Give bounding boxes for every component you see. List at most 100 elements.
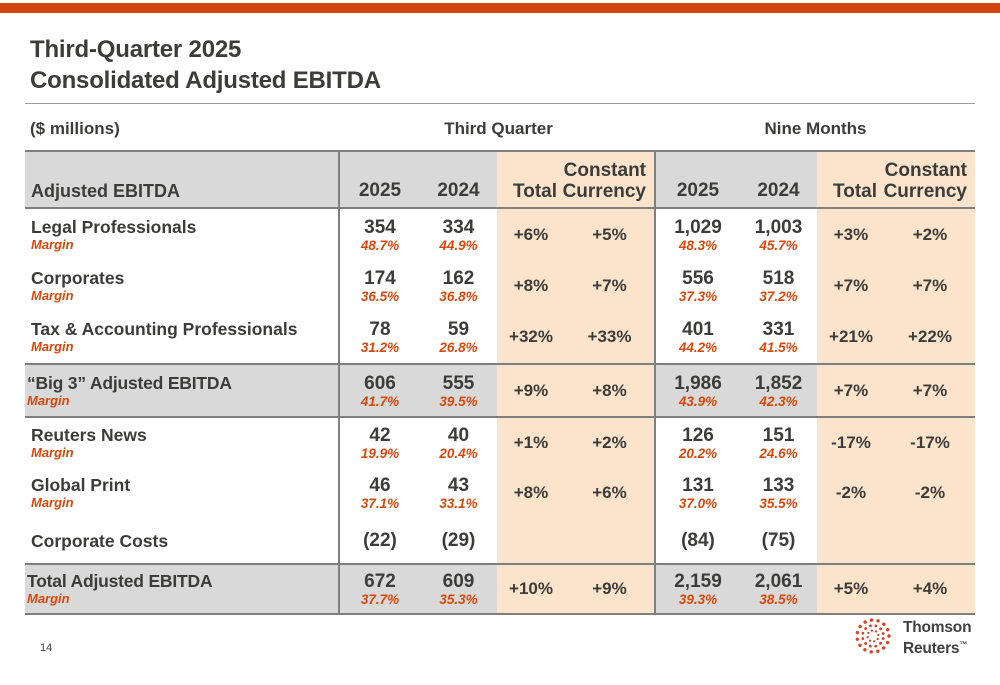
margin-label: Margin <box>31 495 74 510</box>
change-cell: +8% <box>565 365 656 416</box>
change-cell: +4% <box>885 565 975 613</box>
row-label: Reuters News <box>31 425 147 445</box>
group-header-third-quarter: Third Quarter <box>444 119 553 138</box>
header-constant-line2: Currency <box>883 181 967 202</box>
change-cell: +3% <box>817 209 885 260</box>
page-title-line1: Third-Quarter 2025 <box>30 36 242 63</box>
margin-value: 48.7% <box>360 237 400 253</box>
value-cell: 1,029 48.3% <box>674 216 722 253</box>
change-cell: +8% <box>497 468 565 518</box>
change-cell: +7% <box>817 260 885 311</box>
table-row-global-print: Global Print Margin 46 37.1% 43 33.1% +8% … <box>25 468 975 518</box>
value-cell: 40 20.4% <box>439 425 478 461</box>
margin-value: 31.2% <box>360 340 400 355</box>
page-title: Third-Quarter 2025 Consolidated Adjusted… <box>30 34 381 96</box>
value-cell: 42 19.9% <box>360 425 400 461</box>
value-cell: 46 37.1% <box>360 475 400 511</box>
table-row-legal-professionals: Legal Professionals Margin 354 48.7% 334 4… <box>25 209 975 260</box>
change-cell: +7% <box>565 260 656 311</box>
table-row-big3-adjusted-ebitda: “Big 3” Adjusted EBITDA Margin 606 41.7% … <box>25 363 975 418</box>
value-cell: (84) <box>681 530 715 551</box>
value-cell: 78 31.2% <box>360 319 400 355</box>
change-cell: +5% <box>565 209 656 260</box>
header-q3-constant-currency: Constant Currency <box>562 152 656 207</box>
margin-value: 41.5% <box>759 340 798 355</box>
value-cell: 2,159 39.3% <box>656 565 740 613</box>
header-q3-2024: 2024 <box>420 152 497 207</box>
value-cell: 331 41.5% <box>759 319 798 355</box>
margin-value: 37.3% <box>678 288 718 304</box>
margin-label: Margin <box>27 591 70 606</box>
change-cell: +10% <box>497 565 565 613</box>
value-cell: 555 39.5% <box>420 365 497 416</box>
group-header-nine-months: Nine Months <box>764 119 867 138</box>
row-label: Tax & Accounting Professionals <box>31 319 298 339</box>
change-cell: +7% <box>885 260 975 311</box>
header-constant-line2: Currency <box>562 181 646 202</box>
header-nm-2025: 2025 <box>656 152 740 207</box>
logo-wordmark: Thomson Reuters™ <box>903 619 972 658</box>
value-cell: 1,003 45.7% <box>754 216 803 253</box>
margin-value: 26.8% <box>439 340 478 355</box>
thomson-reuters-logo: Thomson Reuters™ <box>851 614 972 663</box>
margin-value: 38.5% <box>759 592 798 607</box>
header-constant-line1: Constant <box>563 160 646 181</box>
page-title-line2: Consolidated Adjusted EBITDA <box>30 67 381 94</box>
margin-value: 35.3% <box>439 592 478 607</box>
header-q3-2025: 2025 <box>340 152 420 207</box>
value-cell: 126 20.2% <box>678 425 718 461</box>
margin-value: 41.7% <box>360 393 400 409</box>
header-nm-2024: 2024 <box>740 152 817 207</box>
value-cell: 401 44.2% <box>678 319 718 355</box>
value-cell: 1,852 42.3% <box>740 365 817 416</box>
margin-value: 39.5% <box>439 393 478 409</box>
value-cell: (75) <box>761 530 796 551</box>
value-cell: 354 48.7% <box>360 216 400 253</box>
row-label: Corporates <box>31 267 125 288</box>
value-cell: (22) <box>363 530 397 551</box>
margin-label: Margin <box>31 339 74 354</box>
change-cell <box>565 518 656 563</box>
margin-value: 36.5% <box>360 288 400 304</box>
margin-value: 42.3% <box>759 393 798 409</box>
margin-value: 36.8% <box>439 288 478 304</box>
margin-label: Margin <box>27 392 70 408</box>
margin-value: 19.9% <box>360 446 400 461</box>
thomson-reuters-kinesis-logo-icon <box>851 614 895 663</box>
margin-label: Margin <box>31 236 74 252</box>
margin-value: 39.3% <box>678 592 718 607</box>
change-cell: +6% <box>565 468 656 518</box>
change-cell: +33% <box>565 311 656 363</box>
change-cell: +2% <box>565 418 656 468</box>
row-label: Total Adjusted EBITDA <box>27 571 213 591</box>
row-label: “Big 3” Adjusted EBITDA <box>27 372 232 393</box>
change-cell: -2% <box>885 468 975 518</box>
margin-label: Margin <box>31 287 74 303</box>
table-row-total-adjusted-ebitda: Total Adjusted EBITDA Margin 672 37.7% 60… <box>25 565 975 615</box>
margin-value: 33.1% <box>439 496 478 511</box>
change-cell: +1% <box>497 418 565 468</box>
value-cell: 334 44.9% <box>439 216 478 253</box>
margin-label: Margin <box>31 445 74 460</box>
change-cell <box>885 518 975 563</box>
margin-value: 20.2% <box>678 446 718 461</box>
logo-word-thomson: Thomson <box>903 619 972 637</box>
change-cell: -17% <box>817 418 885 468</box>
change-cell: +9% <box>497 365 565 416</box>
header-adjusted-ebitda: Adjusted EBITDA <box>25 152 340 207</box>
logo-word-reuters: Reuters <box>903 640 960 658</box>
margin-value: 37.1% <box>360 496 400 511</box>
value-cell: 59 26.8% <box>439 319 478 355</box>
value-cell: 151 24.6% <box>759 425 798 461</box>
table-row-tax-accounting: Tax & Accounting Professionals Margin 78… <box>25 311 975 363</box>
change-cell: +21% <box>817 311 885 363</box>
trademark-symbol: ™ <box>959 640 968 650</box>
margin-value: 24.6% <box>759 446 798 461</box>
margin-value: 37.7% <box>360 592 400 607</box>
value-cell: 1,986 43.9% <box>656 365 740 416</box>
change-cell: +7% <box>817 365 885 416</box>
value-cell: 174 36.5% <box>360 267 400 304</box>
margin-value: 43.9% <box>678 393 718 409</box>
value-cell: 43 33.1% <box>439 475 478 511</box>
